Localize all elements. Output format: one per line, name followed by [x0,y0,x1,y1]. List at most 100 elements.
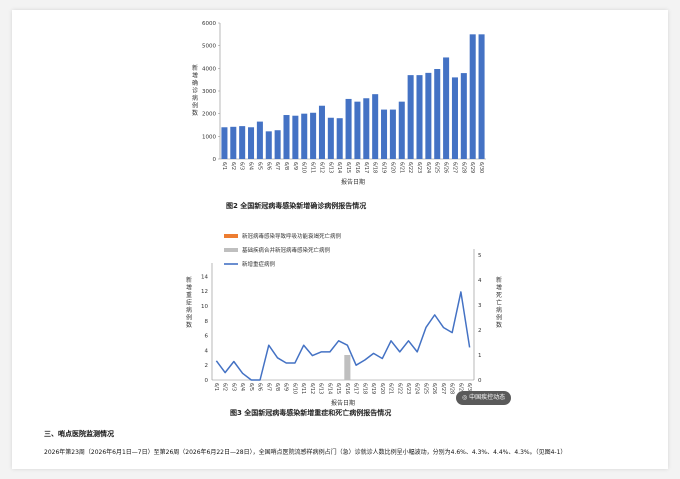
watermark-logo-icon: ◎ [462,394,468,401]
bar-6-25 [434,69,441,159]
y2-tick-label: 2 [478,328,482,334]
section-title: 三、哨点医院监测情况 [44,430,114,438]
x-tick-label: 6/7 [265,383,271,391]
bar-6-11 [310,112,317,159]
y-axis-title-char: 诊 [192,87,198,95]
x-tick-label: 6/22 [396,383,402,394]
y2-axis-title-char: 病 [496,306,502,314]
x-tick-label: 6/16 [344,383,350,394]
x-tick-label: 6/4 [239,383,245,391]
y2-tick-label: 1 [478,353,482,359]
x-tick-label: 6/24 [425,162,431,173]
bar-6-22 [407,75,414,159]
x-tick-label: 6/27 [440,383,446,394]
y-axis-title-char: 例 [192,102,198,110]
bar-6-8 [283,115,290,159]
x-tick-label: 6/20 [389,162,395,173]
x-tick-label: 6/9 [283,383,289,391]
x-tick-label: 6/23 [405,383,411,394]
legend-swatch [224,234,238,238]
x-tick-label: 6/15 [335,383,341,394]
x-tick-label: 6/1 [213,383,219,391]
x-tick-label: 6/3 [230,383,236,391]
x-tick-label: 6/27 [451,162,457,173]
x-tick-label: 6/11 [300,383,306,394]
legend-label: 新冠病毒感染导致呼吸功能衰竭死亡病例 [242,232,342,240]
figure-3-caption: 图3 全国新冠病毒感染新增重症和死亡病例报告情况 [230,409,392,417]
y-tick-label: 0 [205,378,209,384]
x-tick-label: 6/14 [326,383,332,394]
bar-6-1 [221,127,228,159]
x-tick-label: 6/30 [478,162,484,173]
x-tick-label: 6/18 [372,162,378,173]
bar-6-9 [292,115,299,159]
y-axis-title-char: 症 [186,299,192,307]
x-tick-label: 6/28 [449,383,455,394]
watermark-text: 中国疾控动态 [469,394,506,401]
y2-axis-title-char: 增 [496,284,502,292]
x-tick-label: 6/2 [230,162,236,170]
bar-6-27 [451,77,458,159]
x-tick-label: 6/8 [283,162,289,170]
x-tick-label: 6/3 [239,162,245,170]
y-tick-label: 6000 [202,21,216,27]
y-axis-title-char: 增 [192,72,198,80]
y-axis-title-char: 确 [192,79,198,87]
figure-2-caption: 图2 全国新冠病毒感染新增确诊病例报告情况 [226,202,367,210]
bar-6-18 [372,94,379,159]
report-page: 0 1000 2000 3000 4000 5000 6000 6/1 6/2 6/3 6/4 6/5… [12,10,668,469]
x-tick-label: 6/13 [318,383,324,394]
bar-6-12 [318,105,325,159]
watermark-badge: ◎ 中国疾控动态 [456,391,512,405]
x-tick-label: 6/29 [457,383,463,394]
severe-cases-line [215,291,471,381]
y2-axis-title-char: 亡 [496,299,502,307]
x-tick-label: 6/29 [469,162,475,173]
x-tick-label: 6/9 [292,162,298,170]
new-confirmed-cases-chart: 0 1000 2000 3000 4000 5000 6000 6/1 6/2 6/3 6/4 6/5… [192,21,486,186]
bar-6-23 [416,75,423,159]
x-tick-label: 6/14 [336,162,342,173]
y-tick-label: 2000 [202,112,216,118]
bar-6-24 [425,72,432,159]
x-tick-label: 6/5 [256,162,262,170]
y2-axis-title-char: 例 [496,314,502,322]
y-tick-label: 0 [213,157,217,163]
x-tick-label: 6/8 [274,383,280,391]
x-tick-label: 6/23 [416,162,422,173]
y-tick-label: 6 [205,334,209,340]
x-tick-label: 6/20 [379,383,385,394]
y-axis-title-char: 例 [186,314,192,322]
x-tick-label: 6/30 [466,383,472,394]
legend-label: 新增重症病例 [242,260,276,268]
y-tick-label: 1000 [202,134,216,140]
y-tick-label: 10 [201,304,208,310]
legend-label: 基础疾病合并新冠病毒感染死亡病例 [242,246,331,254]
bar-6-4 [248,127,255,159]
bar-6-2 [230,126,237,159]
y-tick-label: 8 [205,319,209,325]
bar-6-3 [239,126,246,159]
y-axis-title-char: 新 [192,64,198,72]
y2-axis-title-char: 数 [496,321,502,329]
x-tick-label: 6/4 [248,162,254,170]
bar-6-26 [443,57,450,159]
x-tick-label: 6/10 [301,162,307,173]
x-tick-label: 6/15 [345,162,351,173]
y-tick-label: 14 [201,274,208,280]
x-tick-label: 6/10 [291,383,297,394]
y-axis-title-char: 病 [192,94,198,102]
x-tick-label: 6/18 [361,383,367,394]
x-tick-label: 6/12 [318,162,324,173]
x-tick-label: 6/19 [370,383,376,394]
surveillance-paragraph: 2026年第23周（2026年6月1日—7日）至第26周（2026年6月22日—… [44,449,567,456]
bar-6-20 [389,109,396,159]
bar-6-29 [469,34,476,159]
bar-6-7 [274,130,281,159]
x-tick-label: 6/16 [354,162,360,173]
x-tick-label: 6/22 [407,162,413,173]
bar-6-19 [381,109,388,159]
y-axis-title-char: 新 [186,276,192,284]
x-tick-label: 6/26 [443,162,449,173]
